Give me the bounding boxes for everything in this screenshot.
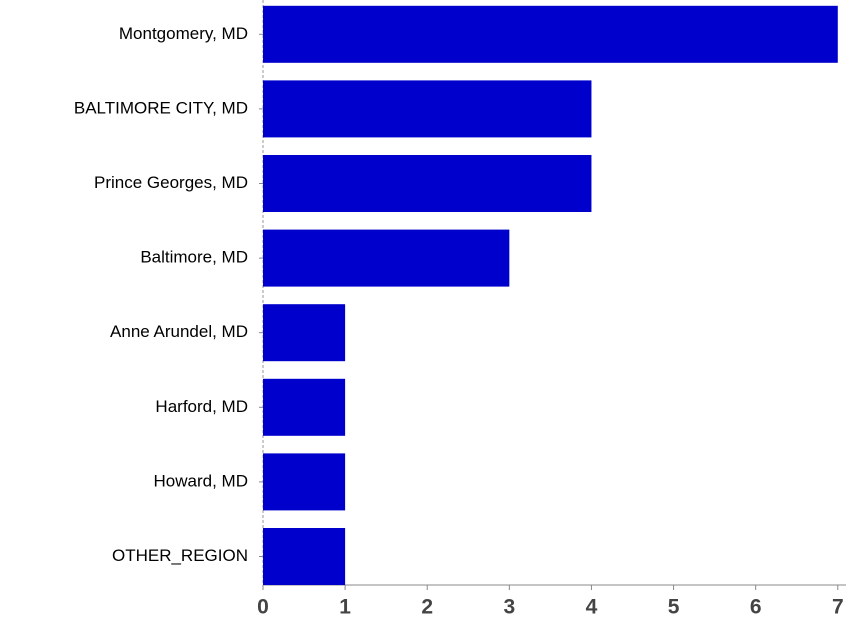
x-tick-label: 7 xyxy=(832,596,844,619)
y-tick-label: Anne Arundel, MD xyxy=(110,322,248,341)
y-tick-label: BALTIMORE CITY, MD xyxy=(74,98,248,117)
bar xyxy=(263,304,346,362)
y-tick-label: Montgomery, MD xyxy=(119,24,248,43)
bar xyxy=(263,378,346,436)
x-tick-label: 4 xyxy=(586,596,598,619)
y-tick-label: Prince Georges, MD xyxy=(94,173,248,192)
x-tick-label: 2 xyxy=(421,596,433,619)
x-tick-label: 3 xyxy=(503,596,515,619)
y-tick-label: Howard, MD xyxy=(154,471,248,490)
x-tick-label: 0 xyxy=(257,596,269,619)
x-tick-label: 1 xyxy=(339,596,351,619)
bar xyxy=(263,155,592,212)
bar xyxy=(263,528,346,585)
bar xyxy=(263,5,838,63)
bar xyxy=(263,80,592,138)
bar xyxy=(263,229,510,287)
y-tick-label: Baltimore, MD xyxy=(140,248,248,267)
x-tick-label: 5 xyxy=(668,596,680,619)
bar xyxy=(263,453,346,511)
x-tick-label: 6 xyxy=(750,596,762,619)
y-tick-label: OTHER_REGION xyxy=(112,546,248,565)
y-tick-label: Harford, MD xyxy=(155,397,248,416)
